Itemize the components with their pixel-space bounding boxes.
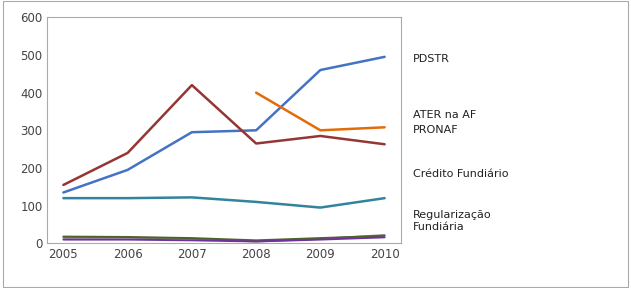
Text: PDSTR: PDSTR xyxy=(413,54,450,64)
Text: Crédito Fundiário: Crédito Fundiário xyxy=(413,169,509,179)
Text: ATER na AF: ATER na AF xyxy=(413,110,476,120)
Text: PRONAF: PRONAF xyxy=(413,125,459,135)
Text: Regularização
Fundiária: Regularização Fundiária xyxy=(413,210,492,232)
